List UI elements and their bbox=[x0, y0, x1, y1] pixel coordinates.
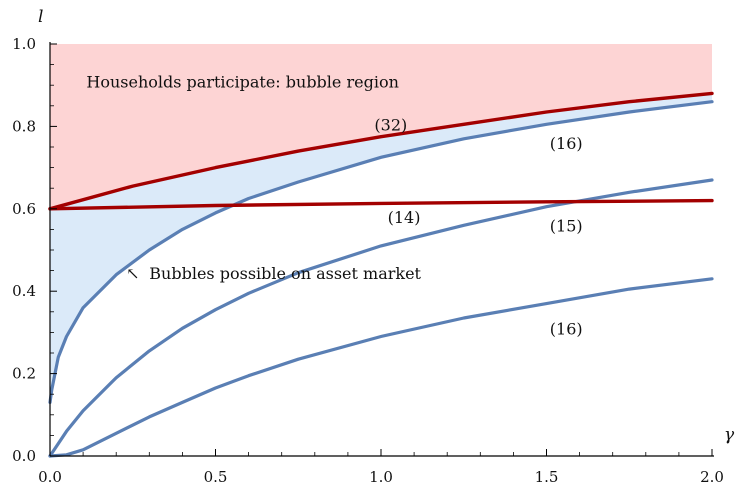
y-axis-label: l bbox=[38, 7, 43, 27]
y-tick-label-3: 0.6 bbox=[12, 200, 36, 218]
annotation-2: (14) bbox=[388, 208, 421, 227]
x-tick-label-2: 1.0 bbox=[369, 468, 393, 486]
x-tick-label-1: 0.5 bbox=[204, 468, 228, 486]
x-tick-label-3: 1.5 bbox=[535, 468, 559, 486]
annotations-layer: (32) (16) (14) (15) (16) Households participa… bbox=[86, 72, 582, 338]
axes: 0.0 0.5 1.0 1.5 2.0 0.0 0.2 0.4 0.6 0.8 1.0 bbox=[12, 35, 724, 486]
y-tick-label-4: 0.8 bbox=[12, 117, 36, 135]
annotation-6: Bubbles possible on asset market bbox=[149, 264, 421, 283]
annotation-5: Households participate: bubble region bbox=[86, 72, 399, 91]
series-line-1 bbox=[48, 198, 714, 211]
series-line-0 bbox=[48, 91, 714, 211]
y-tick-label-2: 0.4 bbox=[12, 282, 36, 300]
y-tick-label-0: 0.0 bbox=[12, 447, 36, 465]
annotation-7: ↖ bbox=[126, 264, 139, 283]
x-axis-label: γ bbox=[724, 425, 735, 445]
x-tick-label-0: 0.0 bbox=[38, 468, 62, 486]
series-line-3 bbox=[48, 178, 714, 458]
possible-region-fill bbox=[50, 93, 712, 403]
x-tick-label-4: 2.0 bbox=[700, 468, 724, 486]
series-line-4 bbox=[48, 277, 714, 458]
series-layer bbox=[48, 91, 714, 458]
annotation-4: (16) bbox=[550, 320, 583, 339]
series-line-2 bbox=[48, 100, 714, 404]
y-tick-label-5: 1.0 bbox=[12, 35, 36, 53]
regions-layer bbox=[50, 44, 712, 403]
annotation-3: (15) bbox=[550, 217, 583, 236]
annotation-0: (32) bbox=[374, 116, 407, 135]
y-tick-label-1: 0.2 bbox=[12, 365, 36, 383]
annotation-1: (16) bbox=[550, 134, 583, 153]
